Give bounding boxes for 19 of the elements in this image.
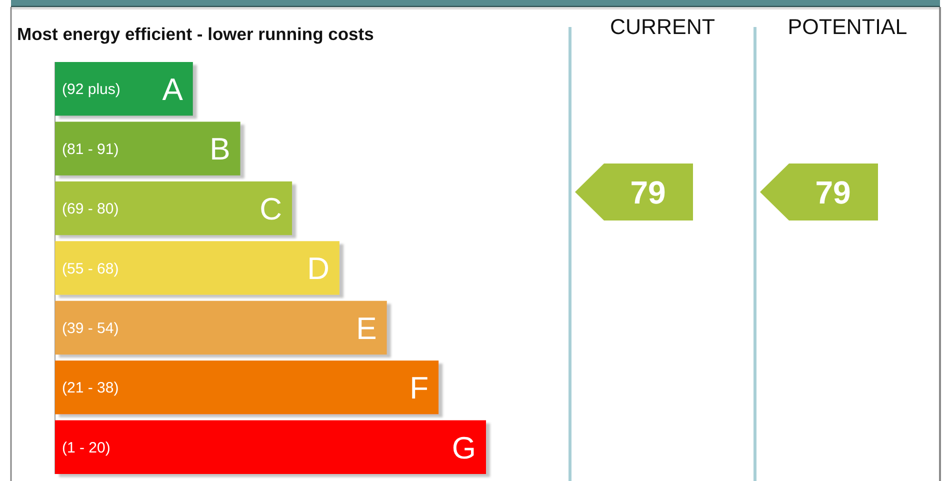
bar: [55, 360, 439, 414]
category-label: (39 - 54) E: [62, 310, 377, 346]
bar: [55, 62, 193, 116]
category-label: (92 plus) A: [62, 72, 183, 108]
bar: [55, 122, 240, 176]
bar: [55, 300, 387, 355]
text: POTENTIAL: [788, 15, 908, 39]
category-label: (55 - 68) D: [62, 251, 330, 286]
category-label: (69 - 80) C: [62, 191, 282, 226]
bar: [55, 181, 292, 236]
bar: [55, 420, 486, 474]
category-label: (21 - 38) F: [62, 370, 429, 406]
chart-title: Most energy efficient - lower running costs: [17, 24, 374, 44]
text: 79: [630, 174, 666, 211]
category-label: (1 - 20) G: [62, 430, 476, 466]
bar: [55, 241, 340, 295]
text: CURRENT: [610, 15, 716, 39]
text: 79: [815, 174, 851, 211]
category-label: (81 - 91) B: [62, 132, 230, 167]
